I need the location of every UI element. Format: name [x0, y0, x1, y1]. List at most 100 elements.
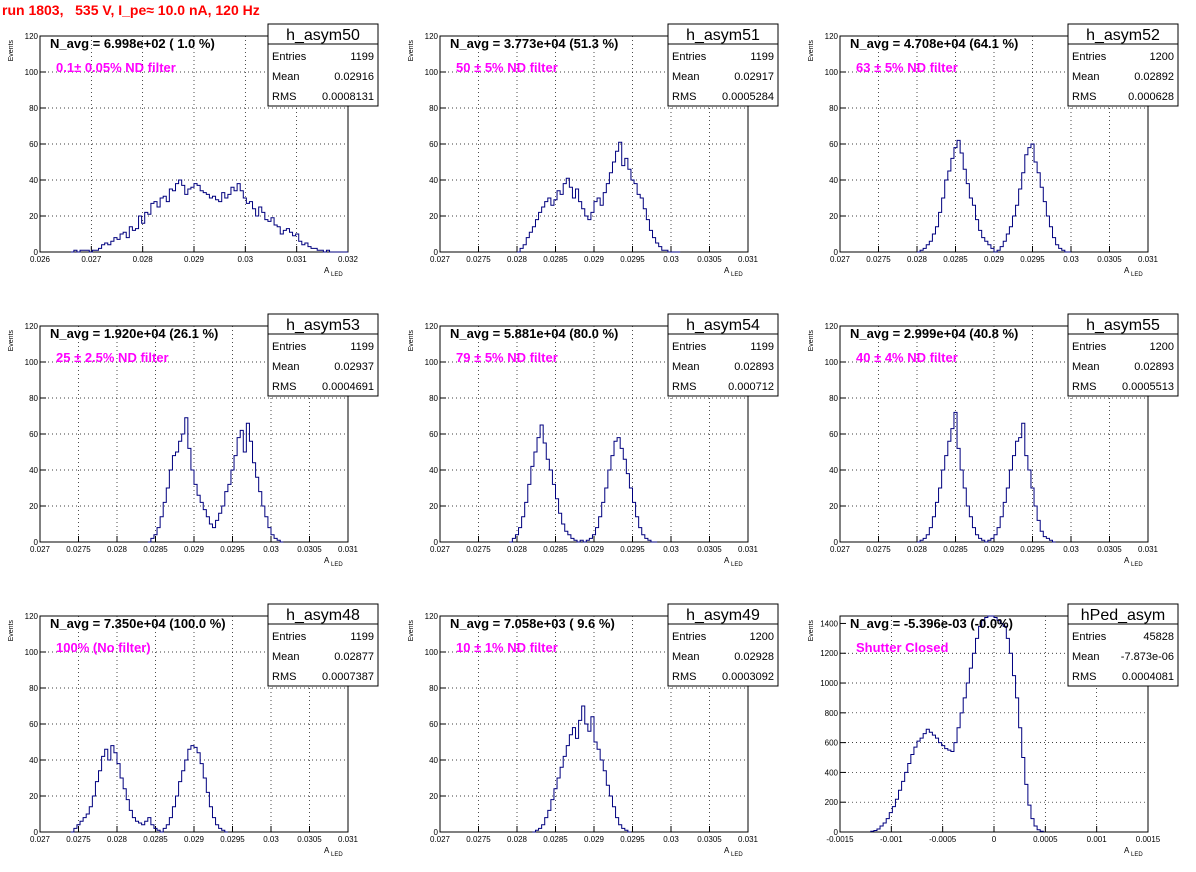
y-tick-label: 0 — [434, 248, 439, 257]
y-tick-label: 40 — [429, 466, 438, 475]
y-tick-label: 60 — [29, 140, 38, 149]
stats-box — [667, 623, 779, 687]
stats-label: Mean — [672, 71, 700, 83]
stats-value: 0.0003092 — [722, 671, 774, 683]
stats-label: Entries — [672, 341, 707, 353]
histogram-series — [70, 745, 228, 833]
y-tick-label: 120 — [25, 612, 39, 621]
x-tick-label: 0.0305 — [1097, 545, 1122, 554]
histogram-panel: 0.027 0.0275 0.028 0.0285 0.029 0.0295 0.03 0.0… — [408, 603, 779, 858]
x-axis-label: A — [324, 556, 330, 565]
x-tick-label: 0.028 — [507, 255, 528, 264]
navg-label: N_avg = 6.998e+02 ( 1.0 %) — [50, 36, 215, 51]
y-tick-label: 20 — [29, 792, 38, 801]
y-tick-label: 60 — [829, 140, 838, 149]
stats-value: 0.02937 — [334, 361, 374, 373]
stats-value: 0.000712 — [728, 381, 774, 393]
x-tick-label: 0.001 — [1087, 835, 1108, 844]
y-tick-label: 600 — [825, 739, 839, 748]
x-tick-label: 0.03 — [663, 545, 679, 554]
stats-value: 1199 — [750, 51, 774, 63]
y-tick-label: 40 — [29, 176, 38, 185]
y-tick-label: 400 — [825, 768, 839, 777]
stats-box — [267, 623, 379, 687]
y-tick-label: 100 — [25, 648, 39, 657]
x-tick-label: 0.028 — [507, 835, 528, 844]
y-tick-label: 0 — [34, 248, 39, 257]
stats-value: 0.0007387 — [322, 671, 374, 683]
x-tick-label: 0.0275 — [866, 545, 891, 554]
x-tick-label: 0.0285 — [543, 545, 568, 554]
histogram-series — [870, 615, 1044, 832]
x-axis-label-sub: LED — [731, 272, 743, 278]
x-tick-label: 0.0295 — [620, 835, 645, 844]
stats-label: Entries — [1072, 631, 1107, 643]
x-tick-label: 0.028 — [507, 545, 528, 554]
x-axis-label-sub: LED — [1131, 562, 1143, 568]
x-tick-label: 0 — [992, 835, 997, 844]
x-tick-label: 0.03 — [238, 255, 254, 264]
x-axis-label: A — [1124, 846, 1130, 855]
x-tick-label: 0.03 — [663, 835, 679, 844]
x-tick-label: 0.029 — [584, 255, 605, 264]
histogram-panel: 0.027 0.0275 0.028 0.0285 0.029 0.0295 0.03 0.0… — [408, 313, 779, 568]
y-tick-label: 20 — [429, 502, 438, 511]
y-tick-label: 80 — [29, 684, 38, 693]
y-tick-label: 0 — [34, 828, 39, 837]
x-tick-label: 0.028 — [107, 835, 128, 844]
x-tick-label: 0.029 — [984, 255, 1005, 264]
hist-name: h_asym53 — [286, 317, 360, 334]
y-axis-label: Events — [808, 620, 815, 642]
hist-name: h_asym55 — [1086, 317, 1160, 334]
histogram-series — [70, 179, 348, 253]
x-tick-label: 0.0275 — [66, 835, 91, 844]
stats-label: RMS — [672, 91, 696, 103]
filter-label: 0.1± 0.05% ND filter — [56, 60, 176, 75]
stats-label: Mean — [272, 71, 300, 83]
x-tick-label: 0.027 — [830, 255, 851, 264]
histogram-series — [917, 411, 1056, 543]
y-tick-label: 120 — [825, 322, 839, 331]
stats-label: Entries — [1072, 51, 1107, 63]
y-tick-label: 1200 — [820, 649, 838, 658]
filter-label: 63 ± 5% ND filter — [856, 60, 958, 75]
stats-label: Entries — [272, 51, 307, 63]
y-axis-label: Events — [408, 40, 415, 62]
hist-name: hPed_asym — [1081, 607, 1166, 624]
stats-label: Entries — [672, 631, 707, 643]
x-tick-label: 0.03 — [1063, 545, 1079, 554]
stats-value: 1199 — [350, 631, 374, 643]
hist-name: h_asym50 — [286, 27, 360, 44]
y-axis-label: Events — [408, 620, 415, 642]
histogram-series — [917, 139, 1071, 253]
stats-value: 0.0005284 — [722, 91, 774, 103]
x-axis-label-sub: LED — [331, 562, 343, 568]
stats-label: RMS — [272, 671, 296, 683]
y-tick-label: 100 — [825, 358, 839, 367]
x-tick-label: -0.001 — [880, 835, 903, 844]
x-tick-label: 0.029 — [984, 545, 1005, 554]
stats-label: Entries — [672, 51, 707, 63]
y-tick-label: 120 — [425, 322, 439, 331]
y-tick-label: 100 — [825, 68, 839, 77]
x-tick-label: 0.027 — [430, 545, 451, 554]
x-tick-label: 0.0275 — [866, 255, 891, 264]
histogram-panel: 0.027 0.0275 0.028 0.0285 0.029 0.0295 0.03 0.0… — [8, 313, 379, 568]
x-axis-label: A — [724, 266, 730, 275]
y-tick-label: 20 — [429, 212, 438, 221]
x-tick-label: 0.0305 — [697, 835, 722, 844]
stats-label: RMS — [1072, 91, 1096, 103]
x-tick-label: 0.026 — [30, 255, 51, 264]
stats-value: 0.02892 — [1134, 71, 1174, 83]
stats-value: 0.02928 — [734, 651, 774, 663]
y-tick-label: 100 — [425, 358, 439, 367]
stats-value: 1200 — [1150, 341, 1174, 353]
x-tick-label: 0.029 — [184, 835, 205, 844]
x-tick-label: 0.028 — [907, 545, 928, 554]
y-tick-label: 0 — [34, 538, 39, 547]
x-tick-label: 0.0285 — [543, 835, 568, 844]
x-tick-label: 0.031 — [738, 255, 759, 264]
x-tick-label: 0.031 — [1138, 545, 1159, 554]
y-axis-label: Events — [8, 330, 15, 352]
